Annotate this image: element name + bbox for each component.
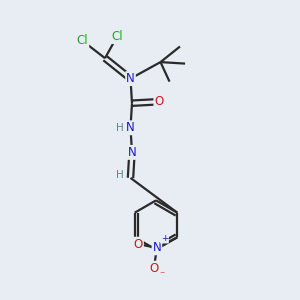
Text: Cl: Cl <box>111 30 123 43</box>
Text: H: H <box>116 170 124 180</box>
Text: +: + <box>161 234 168 243</box>
Text: N: N <box>128 146 136 159</box>
Text: N: N <box>126 72 135 85</box>
Text: Cl: Cl <box>77 34 88 47</box>
Text: O: O <box>154 95 164 108</box>
Text: O: O <box>134 238 143 251</box>
Text: O: O <box>149 262 158 275</box>
Text: N: N <box>152 241 161 254</box>
Text: N: N <box>126 121 135 134</box>
Text: H: H <box>116 123 124 133</box>
Text: ⁻: ⁻ <box>160 271 165 281</box>
